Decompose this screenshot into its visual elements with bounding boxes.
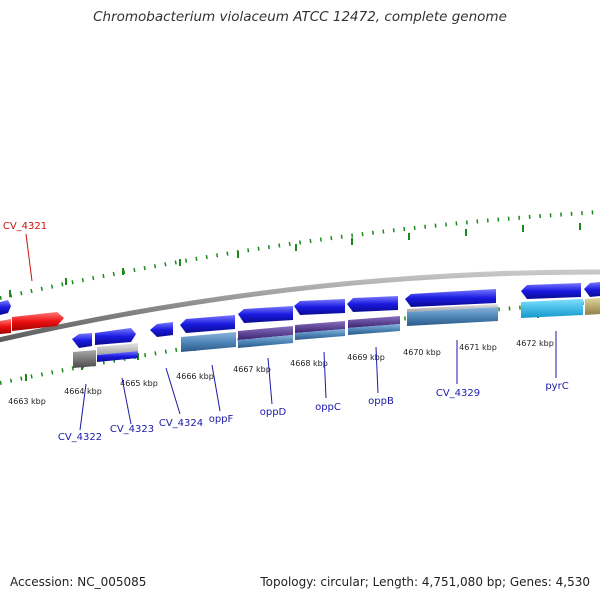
feature-blue-small bbox=[97, 351, 138, 362]
gene-CV_4329 bbox=[405, 289, 496, 307]
scale-label: 4665 kbp bbox=[120, 379, 158, 388]
operon-oppC bbox=[295, 329, 345, 340]
gene-label-oppD[interactable]: oppD bbox=[260, 407, 287, 418]
gene-label-oppB[interactable]: oppB bbox=[368, 396, 394, 407]
scale-label: 4666 kbp bbox=[176, 372, 214, 381]
feature-bars bbox=[73, 298, 600, 368]
genome-backbone bbox=[0, 269, 600, 343]
gene-CV_4322 bbox=[72, 333, 92, 348]
upper-major-ticks bbox=[9, 223, 581, 297]
scale-label: 4669 kbp bbox=[347, 353, 385, 362]
gene-partial-left bbox=[0, 300, 11, 315]
upper-tick-ring bbox=[0, 210, 600, 300]
gene-label-CV_4321[interactable]: CV_4321 bbox=[3, 221, 47, 232]
scale-label: 4667 kbp bbox=[233, 365, 271, 374]
gene-label-CV_4324[interactable]: CV_4324 bbox=[159, 418, 203, 429]
feature-olive bbox=[585, 298, 600, 315]
feature-pyrC-cyan bbox=[521, 299, 583, 318]
operon-oppB bbox=[348, 324, 400, 335]
gene-oppF bbox=[180, 315, 235, 333]
scale-label: 4663 kbp bbox=[8, 397, 46, 406]
gene-oppB bbox=[347, 296, 398, 312]
gene-label-CV_4323[interactable]: CV_4323 bbox=[110, 424, 154, 435]
gene-label-oppF[interactable]: oppF bbox=[209, 414, 234, 425]
gene-CV_4323 bbox=[95, 328, 136, 345]
operon-oppD-top bbox=[238, 326, 293, 340]
gene-oppC bbox=[294, 299, 345, 315]
gene-label-pyrC[interactable]: pyrC bbox=[545, 381, 568, 392]
scale-label: 4668 kbp bbox=[290, 359, 328, 368]
gene-CV_4321-b bbox=[12, 312, 64, 331]
gene-arrows bbox=[0, 282, 600, 348]
scale-labels: 4663 kbp 4664 kbp 4665 kbp 4666 kbp 4667… bbox=[8, 339, 554, 406]
gene-labels: CV_4321 CV_4322 CV_4323 CV_4324 oppF opp… bbox=[3, 221, 569, 443]
gene-CV_4321 bbox=[0, 319, 11, 334]
operon-oppD bbox=[238, 335, 293, 348]
gene-pyrC bbox=[521, 283, 581, 299]
scale-label: 4671 kbp bbox=[459, 343, 497, 352]
operon-CV_4329 bbox=[407, 307, 498, 326]
gene-CV_4324 bbox=[150, 322, 173, 337]
scale-label: 4672 kbp bbox=[516, 339, 554, 348]
map-title: Chromobacterium violaceum ATCC 12472, co… bbox=[93, 9, 507, 25]
operon-oppF bbox=[181, 332, 236, 352]
leader-lines bbox=[25, 233, 557, 431]
operon-CV_4329-top bbox=[407, 304, 498, 312]
gene-label-oppC[interactable]: oppC bbox=[315, 402, 341, 413]
gene-oppD bbox=[238, 306, 293, 323]
gene-label-CV_4322[interactable]: CV_4322 bbox=[58, 432, 102, 443]
accession-text: Accession: NC_005085 bbox=[10, 575, 147, 589]
scale-label: 4664 kbp bbox=[64, 387, 102, 396]
genome-summary: Topology: circular; Length: 4,751,080 bp… bbox=[260, 575, 590, 589]
gene-label-CV_4329[interactable]: CV_4329 bbox=[436, 388, 480, 399]
gene-partial-right bbox=[584, 282, 600, 297]
feature-gray bbox=[73, 350, 96, 368]
scale-label: 4670 kbp bbox=[403, 348, 441, 357]
